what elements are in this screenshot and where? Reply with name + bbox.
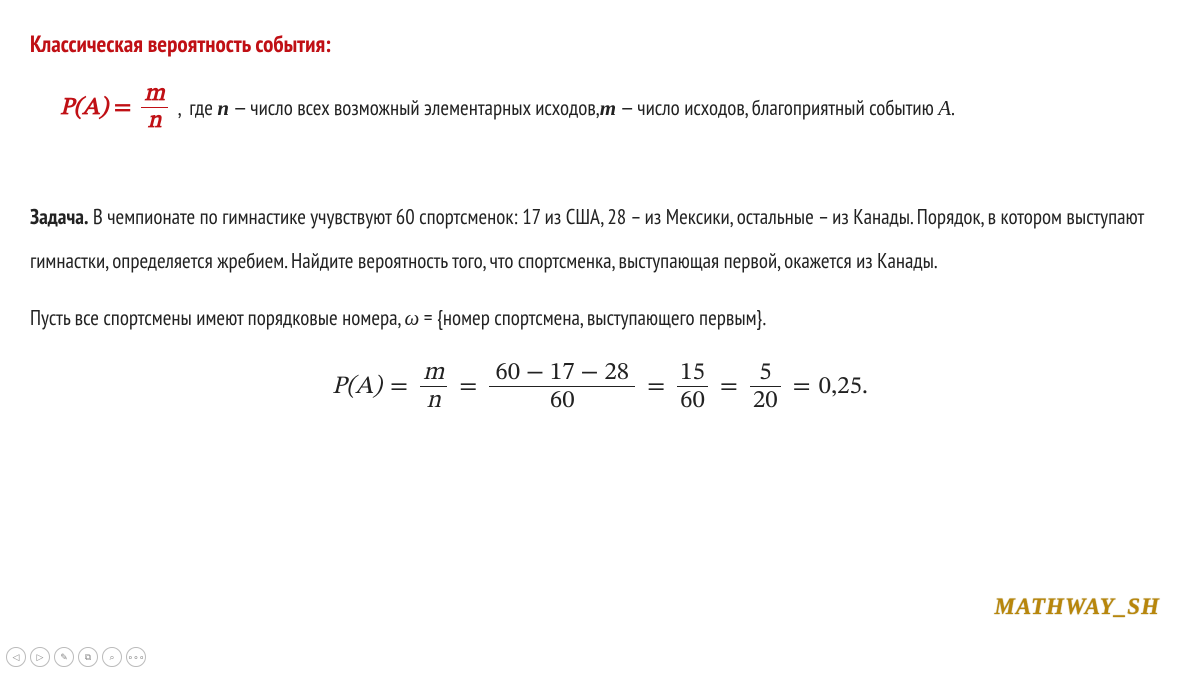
desc-m: число исходов, благоприятный событию [637, 94, 938, 121]
prev-button[interactable]: ◁ [6, 647, 26, 667]
f3-num: 15 [677, 359, 708, 387]
PA-text: P(A) [60, 93, 108, 123]
more-button[interactable]: ∘∘∘ [126, 647, 146, 667]
comp-frac3: 15 60 [677, 359, 708, 415]
pen-button[interactable]: ✎ [54, 647, 74, 667]
problem-text: Задача. В чемпионате по гимнастике учувс… [30, 195, 1170, 283]
sol-prefix: Пусть все спортсмены имеют порядковые но… [30, 304, 405, 331]
omega-symbol: ω [405, 306, 420, 330]
f2-den: 60 [544, 387, 581, 415]
dash1: — [229, 94, 250, 121]
desc-prefix: , где [178, 94, 218, 121]
period1: . [951, 94, 955, 121]
problem-body: В чемпионате по гимнастике учувствуют 60… [30, 203, 1144, 274]
definition-text: , где n — число всех возможный элементар… [178, 93, 955, 123]
zoom-button[interactable]: ⌕ [102, 647, 122, 667]
denominator-n: n [145, 108, 165, 134]
fraction-mn: m n [141, 81, 167, 135]
solution-intro: Пусть все спортсмены имеют порядковые но… [30, 297, 1170, 339]
comp-frac2: 60 − 17 − 28 60 [489, 359, 635, 415]
numerator-m: m [141, 81, 167, 107]
sol-set: {номер спортсмена, выступающего первым} [437, 304, 763, 331]
comp-result: 0,25. [819, 371, 868, 402]
f4-den: 20 [750, 387, 781, 415]
formula-lhs: P(A) = m n [60, 81, 172, 135]
desc-n: число всех возможный элементарных исходо… [250, 94, 599, 121]
definition-row: P(A) = m n , где n — число всех возможны… [60, 81, 1170, 135]
computation-formula: P(A) = m n = 60 − 17 − 28 60 = 15 60 = 5… [30, 359, 1170, 415]
watermark-text: MATHWAY_SH [994, 594, 1160, 620]
section-title: Классическая вероятность события: [30, 30, 1170, 59]
f3-den: 60 [677, 387, 708, 415]
slide: Классическая вероятность события: P(A) =… [0, 0, 1200, 675]
nav-bar: ◁ ▷ ✎ ⧉ ⌕ ∘∘∘ [6, 647, 146, 667]
var-m: m [600, 96, 616, 120]
var-n: n [217, 96, 229, 120]
f4-num: 5 [756, 359, 774, 387]
f1-num: m [420, 359, 447, 387]
copy-button[interactable]: ⧉ [78, 647, 98, 667]
equals-sign: = [114, 93, 131, 123]
f2-num: 60 − 17 − 28 [489, 359, 635, 387]
f1-den: n [423, 387, 443, 415]
period2: . [763, 304, 767, 331]
dash2: — [616, 94, 637, 121]
sol-eq: = [419, 304, 437, 331]
var-A: A [938, 96, 951, 120]
comp-lhs: P(A) [332, 371, 382, 402]
next-button[interactable]: ▷ [30, 647, 50, 667]
comp-frac1: m n [420, 359, 447, 415]
problem-label: Задача. [30, 203, 88, 230]
comp-frac4: 5 20 [750, 359, 781, 415]
